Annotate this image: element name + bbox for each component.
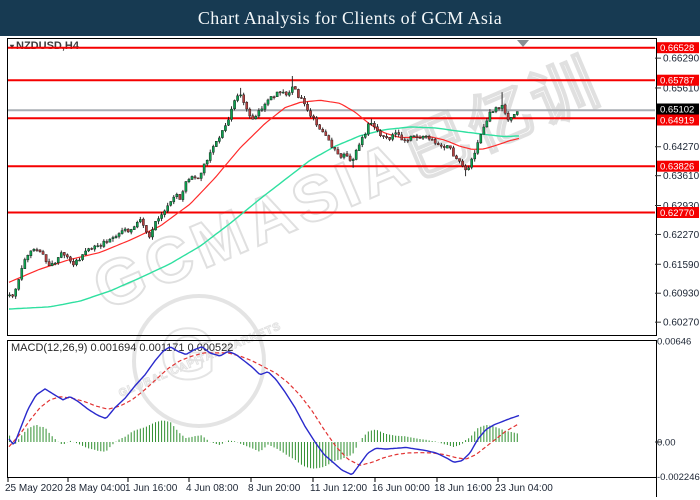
macd-indicator-label: MACD(12,26,9) 0.001694 0.001171 0.000522: [11, 342, 234, 354]
title-bar: Chart Analysis for Clients of GCM Asia: [0, 0, 700, 36]
symbol-label: ▾ NZDUSD,H4: [10, 40, 79, 52]
scale-divider-line: [656, 477, 657, 497]
symbol-marker-icon: ▾: [10, 42, 15, 51]
macd-panel[interactable]: [7, 340, 657, 478]
symbol-text: NZDUSD,H4: [16, 40, 79, 52]
page-title: Chart Analysis for Clients of GCM Asia: [197, 7, 503, 28]
price-scale[interactable]: [658, 38, 700, 498]
time-axis[interactable]: [8, 478, 656, 500]
price-chart-panel[interactable]: [7, 38, 657, 336]
